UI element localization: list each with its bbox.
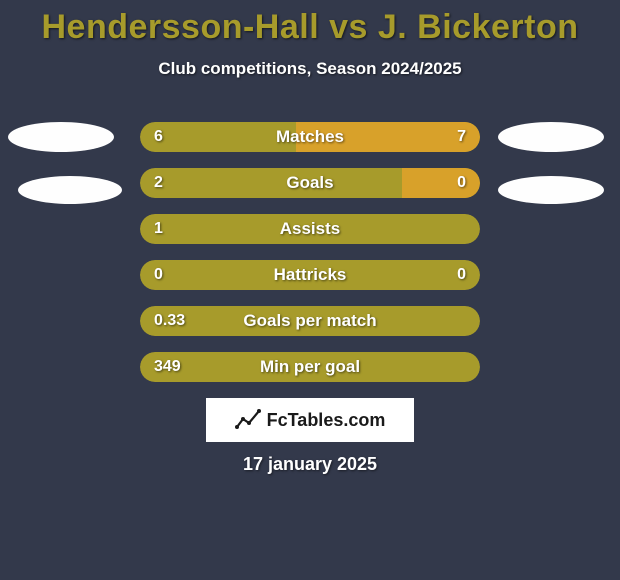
chart-icon [235, 409, 261, 431]
page-subtitle: Club competitions, Season 2024/2025 [0, 59, 620, 79]
page-title: Hendersson-Hall vs J. Bickerton [0, 0, 620, 47]
avatar-ellipse [8, 122, 114, 152]
stat-row: Assists1 [140, 214, 480, 244]
stat-row: Goals per match0.33 [140, 306, 480, 336]
stat-row: Matches67 [140, 122, 480, 152]
stat-row: Min per goal349 [140, 352, 480, 382]
comparison-card: Hendersson-Hall vs J. Bickerton Club com… [0, 0, 620, 580]
source-badge: FcTables.com [206, 398, 414, 442]
stat-row: Hattricks00 [140, 260, 480, 290]
stat-row: Goals20 [140, 168, 480, 198]
source-badge-text: FcTables.com [267, 410, 386, 431]
card-date: 17 january 2025 [0, 454, 620, 475]
avatar-ellipse [498, 176, 604, 204]
avatar-ellipse [498, 122, 604, 152]
avatar-ellipse [18, 176, 122, 204]
stat-rows: Matches67 Goals20 Assists1 Hattricks00 Goals… [140, 122, 480, 398]
